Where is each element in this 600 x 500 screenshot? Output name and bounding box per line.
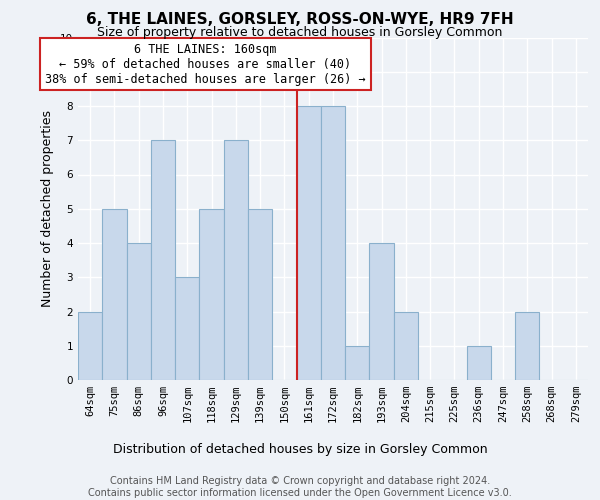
Bar: [199, 209, 224, 380]
Text: Contains HM Land Registry data © Crown copyright and database right 2024.: Contains HM Land Registry data © Crown c…: [110, 476, 490, 486]
Bar: [224, 140, 248, 380]
Bar: [515, 312, 539, 380]
Bar: [248, 209, 272, 380]
Bar: [78, 312, 102, 380]
Bar: [296, 106, 321, 380]
Text: Distribution of detached houses by size in Gorsley Common: Distribution of detached houses by size …: [113, 442, 487, 456]
Bar: [127, 243, 151, 380]
Text: Size of property relative to detached houses in Gorsley Common: Size of property relative to detached ho…: [97, 26, 503, 39]
Bar: [345, 346, 370, 380]
Text: Contains public sector information licensed under the Open Government Licence v3: Contains public sector information licen…: [88, 488, 512, 498]
Text: 6 THE LAINES: 160sqm
← 59% of detached houses are smaller (40)
38% of semi-detac: 6 THE LAINES: 160sqm ← 59% of detached h…: [45, 42, 366, 86]
Bar: [394, 312, 418, 380]
Text: 6, THE LAINES, GORSLEY, ROSS-ON-WYE, HR9 7FH: 6, THE LAINES, GORSLEY, ROSS-ON-WYE, HR9…: [86, 12, 514, 28]
Bar: [102, 209, 127, 380]
Bar: [151, 140, 175, 380]
Y-axis label: Number of detached properties: Number of detached properties: [41, 110, 55, 307]
Bar: [467, 346, 491, 380]
Bar: [321, 106, 345, 380]
Bar: [370, 243, 394, 380]
Bar: [175, 277, 199, 380]
